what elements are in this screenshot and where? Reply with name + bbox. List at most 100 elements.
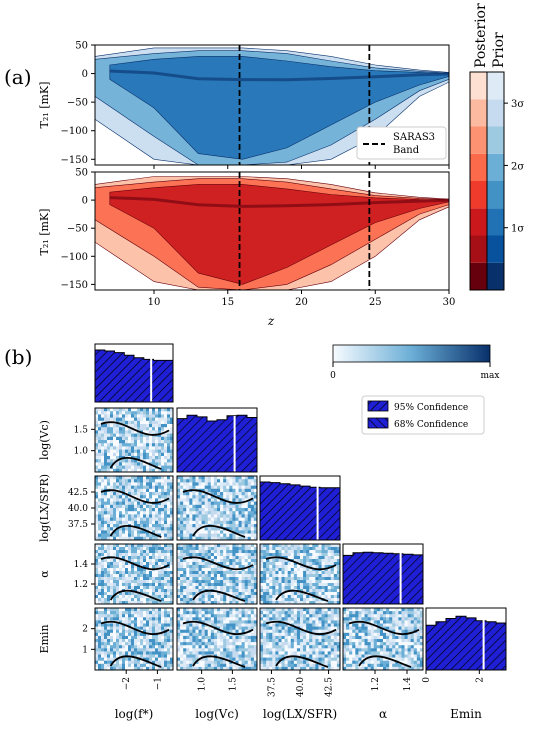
contour-95 (348, 620, 420, 636)
a-xtick-label: 25 (369, 297, 382, 308)
heatmap-5-3 (259, 607, 341, 671)
prior-cbar-cell (487, 208, 504, 236)
panel-a-label: (a) (4, 65, 32, 89)
posterior-cbar-cell (470, 126, 487, 154)
corner-ylabel: α (38, 570, 51, 578)
prior-cbar-cell (487, 153, 504, 181)
prior-cbar-cell (487, 235, 504, 263)
corner-xlabel: log(Vc) (195, 707, 239, 721)
corner-xlabel: log(LX/SFR) (263, 707, 337, 721)
posterior-cbar-cell (470, 153, 487, 181)
legend-label-line2: Band (393, 145, 420, 156)
legend-95: 95% Confidence (394, 403, 468, 413)
marginal-bar (425, 615, 507, 671)
corner-ylabel: Emin (38, 624, 51, 653)
prior-band-1sigma (109, 56, 449, 160)
a-ytick-label: 0 (82, 69, 88, 80)
heatmap-5-2 (176, 607, 258, 671)
corner-xtick-label: 1.4 (403, 677, 413, 692)
heatmap-3-2 (176, 475, 258, 541)
marginal-bar (94, 349, 174, 403)
posterior-cbar-cell (470, 72, 487, 100)
contour-95 (100, 421, 170, 436)
prior-cbar-cell (487, 126, 504, 154)
contour-95 (182, 489, 254, 504)
posterior-cbar-cell (470, 235, 487, 263)
legend-label-line1: SARAS3 (393, 132, 435, 143)
prior-cbar-cell (487, 99, 504, 127)
a-ytick-label: −100 (61, 126, 88, 137)
a-ytick-label: −50 (67, 224, 88, 235)
corner-ytick-label: 2 (82, 625, 88, 635)
corner-ytick-label: 1.0 (74, 447, 89, 457)
a-ytick-label: −50 (67, 98, 88, 109)
a-xtick-label: 10 (148, 297, 161, 308)
z-axis-label: z (267, 314, 275, 328)
sigma-tick-label: 2σ (511, 161, 524, 172)
a-ytick-label: 50 (75, 41, 88, 52)
corner-ylabel: log(Vc) (38, 420, 51, 460)
density-colorbar-min: 0 (330, 371, 336, 381)
heatmap-5-1 (94, 607, 174, 671)
posterior-core-line (109, 196, 449, 208)
corner-ytick-label: 1.4 (74, 560, 89, 570)
corner-ytick-label: 40.0 (68, 504, 88, 514)
contour-68 (109, 457, 162, 470)
contour-95 (182, 556, 254, 571)
corner-plot: −2 −1 log(f*) 1.0 1.5 log(Vc) 37.5 40.0 42.5 log(… (38, 343, 507, 721)
heatmap-2-1 (94, 407, 174, 473)
corner-ytick-label: 1.2 (74, 580, 88, 590)
posterior-cbar-cell (470, 99, 487, 127)
legend-68: 68% Confidence (394, 420, 468, 430)
marginal-bar (259, 481, 341, 541)
marginal-bar (176, 414, 258, 473)
heatmap-3-1 (94, 475, 174, 541)
corner-xtick-label: 1.0 (198, 677, 208, 692)
sigma-tick-label: 1σ (511, 224, 524, 235)
density-colorbar-max: max (481, 371, 500, 381)
contour-68 (275, 589, 329, 602)
posterior-ylabel: T₂₁ [mK] (38, 209, 51, 256)
marginal-2 (176, 407, 258, 473)
prior-cbar-cell (487, 181, 504, 209)
marginal-bar (342, 551, 424, 605)
posterior-cbar-cell (470, 262, 487, 290)
marginal-3 (259, 475, 341, 541)
corner-xlabel: Emin (450, 707, 482, 721)
corner-ytick-label: 42.5 (68, 488, 88, 498)
prior-plot: 50 0 −50 −100 −150 SARAS3 Band (61, 41, 450, 166)
a-ytick-label: −100 (61, 252, 88, 263)
posterior-cbar-cell (470, 208, 487, 236)
corner-xtick-label: 37.5 (267, 677, 277, 697)
corner-xtick-label: −2 (122, 677, 132, 690)
a-ytick-label: −150 (61, 155, 88, 166)
colorbar-header-prior: Prior (491, 32, 507, 68)
saras3-legend: SARAS3 Band (356, 126, 447, 160)
contour-68 (192, 655, 246, 668)
prior-cbar-cell (487, 72, 504, 100)
heatmap-5-4 (342, 607, 424, 671)
colorbar-header-posterior: Posterior (473, 3, 489, 68)
corner-xtick-label: 0 (422, 677, 432, 683)
corner-ytick-label: 1.5 (74, 425, 89, 435)
corner-xlabel: log(f*) (115, 707, 154, 721)
corner-xtick-label: 1.5 (228, 677, 238, 692)
prior-ylabel: T₂₁ [mK] (38, 82, 51, 129)
contour-68 (109, 589, 162, 602)
corner-xtick-label: 40.0 (296, 677, 306, 697)
a-ytick-label: 0 (82, 196, 88, 207)
corner-xtick-label: 42.5 (325, 677, 335, 697)
contour-95 (182, 620, 254, 636)
corner-ytick-label: 37.5 (68, 520, 88, 530)
heatmap-4-3 (259, 543, 341, 605)
prior-core-line (109, 69, 449, 82)
sigma-colorbar: 1σ 2σ 3σ (469, 71, 524, 291)
marginal-5 (425, 607, 507, 671)
heatmap-4-1 (94, 543, 174, 605)
sigma-tick-label: 3σ (511, 99, 524, 110)
a-ytick-label: −150 (61, 280, 88, 291)
posterior-plot: 50 0 −50 −100 −150 10 15 20 25 30 (61, 165, 455, 308)
marginal-1 (94, 343, 174, 403)
contour-95 (265, 556, 337, 571)
a-xtick-label: 15 (221, 297, 234, 308)
